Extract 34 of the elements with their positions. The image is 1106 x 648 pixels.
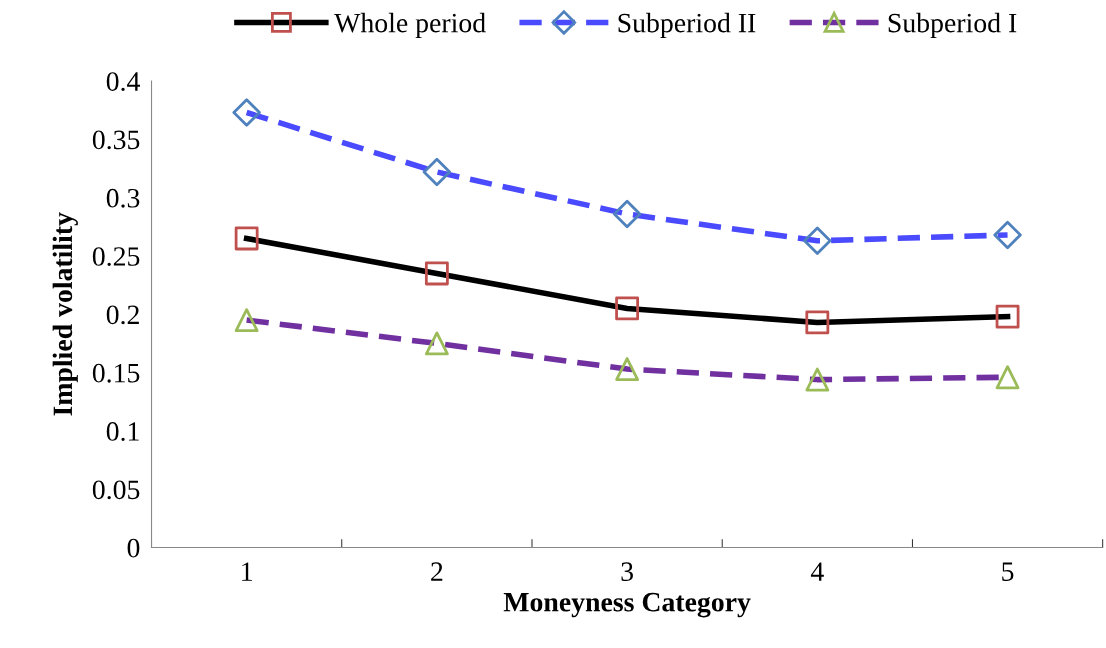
point bbox=[234, 308, 259, 333]
y-tick-label: 0.15 bbox=[92, 363, 140, 383]
point bbox=[805, 310, 830, 335]
point bbox=[615, 296, 640, 321]
y-tick-label: 0.3 bbox=[106, 188, 140, 208]
point bbox=[234, 226, 259, 251]
y-tick-label: 0.25 bbox=[92, 247, 140, 266]
point bbox=[805, 367, 830, 392]
y-tick-label: 0.35 bbox=[92, 130, 140, 150]
point bbox=[995, 365, 1020, 390]
legend-label: Subperiod II bbox=[618, 12, 756, 39]
point bbox=[424, 331, 449, 356]
x-axis-title: Moneyness Category bbox=[503, 592, 751, 618]
x-tick-label: 3 bbox=[621, 562, 633, 581]
y-tick-label: 0.4 bbox=[106, 72, 140, 92]
point bbox=[232, 98, 261, 127]
point bbox=[612, 199, 642, 229]
point bbox=[422, 157, 452, 187]
y-tick-label: 0 bbox=[127, 538, 140, 558]
y-tick-label: 0.1 bbox=[106, 422, 139, 441]
y-axis-title: Implied volatility bbox=[52, 212, 78, 416]
point bbox=[993, 220, 1022, 250]
x-tick-label: 4 bbox=[810, 562, 824, 581]
y-tick-label: 0.05 bbox=[92, 480, 140, 500]
legend-label: Subperiod I bbox=[888, 12, 1017, 39]
y-tick-label: 0.2 bbox=[106, 305, 139, 325]
point bbox=[995, 304, 1020, 329]
x-tick-label: 5 bbox=[1002, 562, 1014, 581]
x-tick-label: 2 bbox=[431, 562, 443, 581]
point bbox=[424, 261, 449, 286]
legend-label: Whole period bbox=[334, 12, 486, 39]
point bbox=[803, 226, 832, 255]
x-tick-label: 1 bbox=[242, 562, 252, 581]
point bbox=[615, 357, 640, 382]
